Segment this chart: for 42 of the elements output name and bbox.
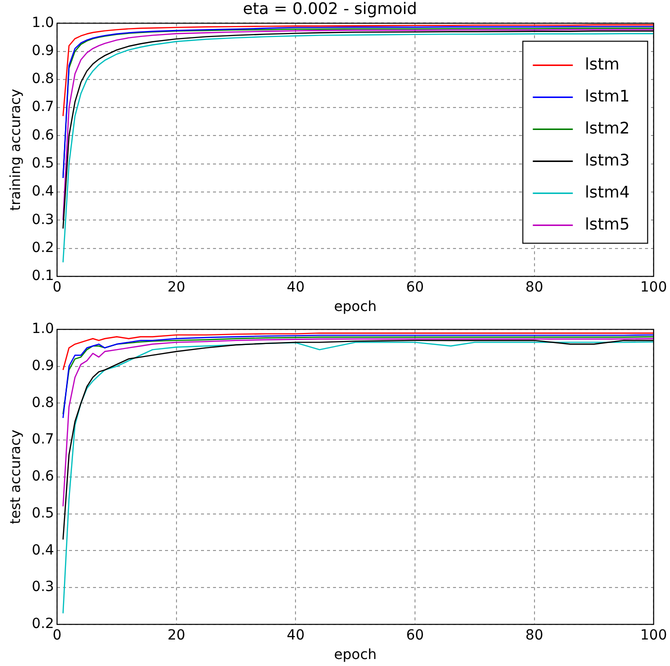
legend-label: lstm1 (584, 86, 630, 106)
y-tick-label: 0.6 (32, 127, 54, 144)
x-tick-label: 100 (640, 627, 668, 644)
y-tick-label: 0.8 (32, 71, 54, 88)
x-tick-label: 40 (286, 279, 305, 296)
y-tick-label: 0.2 (32, 616, 54, 632)
x-tick-label: 60 (406, 279, 424, 296)
legend-label: lstm2 (584, 118, 630, 138)
x-tick-label: 0 (52, 279, 62, 296)
y-axis-title: test accuracy (8, 430, 24, 524)
legend-label: lstm4 (584, 182, 630, 202)
y-tick-label: 0.5 (32, 505, 54, 522)
x-tick-label: 20 (167, 279, 186, 296)
x-tick-label: 80 (525, 279, 544, 296)
y-tick-label: 1.0 (32, 321, 54, 338)
legend-label: lstm3 (584, 150, 630, 170)
y-tick-label: 0.4 (32, 184, 54, 200)
y-tick-label: 0.6 (32, 468, 54, 485)
x-axis-title: epoch (334, 299, 377, 316)
y-tick-label: 1.0 (32, 14, 54, 31)
y-tick-label: 0.3 (32, 579, 54, 596)
y-tick-label: 0.7 (32, 99, 54, 116)
chart-title: eta = 0.002 - sigmoid (242, 0, 418, 18)
y-tick-label: 0.8 (32, 394, 54, 411)
x-tick-label: 0 (52, 627, 62, 644)
x-tick-label: 40 (286, 627, 305, 644)
y-axis-title: training accuracy (8, 88, 24, 211)
x-tick-label: 60 (406, 627, 424, 644)
x-axis-title: epoch (334, 647, 377, 664)
x-tick-label: 20 (167, 627, 186, 644)
y-tick-label: 0.9 (32, 42, 54, 59)
legend-label: lstm (584, 54, 620, 74)
y-tick-label: 0.7 (32, 432, 54, 448)
x-tick-label: 100 (640, 279, 668, 296)
y-tick-label: 0.5 (32, 156, 54, 172)
y-tick-label: 0.3 (32, 212, 54, 228)
y-tick-label: 0.4 (32, 542, 54, 558)
x-tick-label: 80 (525, 627, 544, 644)
legend-label: lstm5 (584, 214, 630, 234)
y-tick-label: 0.2 (32, 240, 54, 256)
y-tick-label: 0.9 (32, 358, 54, 374)
y-tick-label: 0.1 (32, 268, 54, 284)
